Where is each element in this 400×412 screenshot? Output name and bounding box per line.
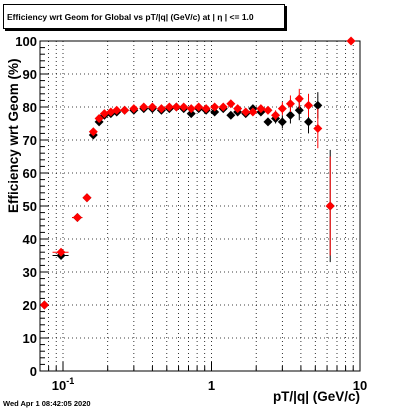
data-point [241,107,251,117]
data-point [304,100,314,110]
data-point [56,247,66,257]
data-point [313,100,323,110]
x-tick-label: 10 [353,378,367,393]
y-tick-label: 80 [23,100,37,115]
data-point [346,36,356,46]
timestamp: Wed Apr 1 08:42:05 2020 [3,399,91,408]
data-point [94,114,104,124]
data-point [139,102,149,112]
data-point [285,99,295,109]
data-point [194,102,204,112]
data-point [263,105,273,115]
data-point [304,117,314,127]
data-point [120,105,130,115]
x-tick-label-exponent: -1 [66,376,74,386]
x-tick-label: 10-1 [52,376,74,393]
y-tick-label: 30 [23,265,37,280]
data-point [210,107,220,117]
data-point [99,109,109,119]
data-point [210,102,220,112]
data-point [39,300,49,310]
y-tick-label: 70 [23,133,37,148]
data-point [277,104,287,114]
y-tick-label: 20 [23,298,37,313]
series-1 [39,92,335,310]
data-point [256,104,266,114]
data-point [171,102,181,112]
axis-ticks [39,40,361,372]
data-point [82,193,92,203]
grid-lines [40,41,360,371]
data-point [263,117,273,127]
data-point [294,105,304,115]
chart-title: Efficiency wrt Geom for Global vs pT/|q|… [7,11,254,22]
tick-labels: 0 10 20 30 40 50 60 70 80 90 100 10-1 1 10 [15,34,367,393]
data-point [201,104,211,114]
y-tick-label: 50 [23,199,37,214]
data-point [156,104,166,114]
data-point [226,110,236,120]
x-tick-label: 1 [208,378,215,393]
data-point [285,110,295,120]
data-point [226,99,236,109]
y-tick-label: 60 [23,166,37,181]
data-point [248,107,258,117]
data-point [179,102,189,112]
data-point [164,102,174,112]
data-marks [39,36,356,310]
y-tick-label: 10 [23,331,37,346]
data-point [294,94,304,104]
data-point [72,213,82,223]
title-box: Efficiency wrt Geom for Global vs pT/|q|… [3,4,285,29]
y-tick-label: 0 [30,364,37,379]
data-point [233,104,243,114]
data-point [88,127,98,137]
data-point [129,104,139,114]
y-tick-label: 40 [23,232,37,247]
data-point [218,102,228,112]
data-point [277,117,287,127]
data-point [313,123,323,133]
data-point [325,201,335,211]
y-axis-label: Efficiency wrt Geom (%) [6,58,21,213]
y-tick-label: 90 [23,67,37,82]
data-point [271,110,281,120]
y-tick-label: 100 [15,34,37,49]
series-2 [39,36,356,310]
data-point [186,109,196,119]
data-point [147,102,157,112]
data-point [112,105,122,115]
x-axis-label: pT/|q| (GeV/c) [272,389,360,404]
data-point [186,104,196,114]
